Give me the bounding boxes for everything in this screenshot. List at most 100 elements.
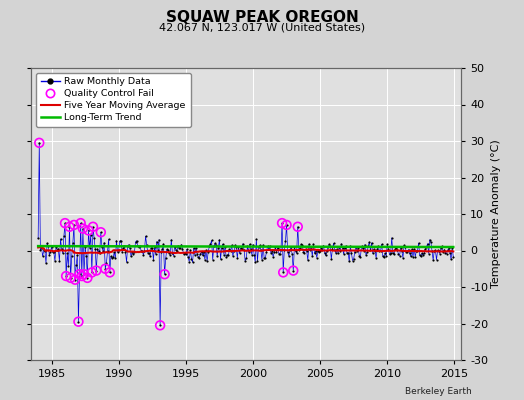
Point xyxy=(361,241,369,248)
Point xyxy=(83,275,92,281)
Point xyxy=(214,245,223,251)
Point xyxy=(235,250,244,256)
Point xyxy=(386,250,395,256)
Point xyxy=(147,245,155,251)
Point xyxy=(78,273,86,279)
Point xyxy=(217,244,226,251)
Point xyxy=(406,250,414,257)
Point xyxy=(445,245,453,252)
Point xyxy=(79,225,87,232)
Point xyxy=(337,240,346,247)
Point xyxy=(403,248,411,255)
Point xyxy=(200,249,208,255)
Point xyxy=(333,246,341,252)
Point xyxy=(187,255,195,262)
Point xyxy=(209,256,217,263)
Point xyxy=(141,233,150,239)
Point xyxy=(104,236,113,242)
Point xyxy=(381,250,389,257)
Point xyxy=(341,244,349,251)
Point xyxy=(363,249,372,256)
Point xyxy=(164,247,172,254)
Point xyxy=(176,245,184,252)
Point xyxy=(162,246,171,252)
Point xyxy=(267,250,275,256)
Point xyxy=(288,251,297,258)
Point xyxy=(80,271,88,278)
Point xyxy=(120,242,128,249)
Point xyxy=(308,253,316,260)
Point xyxy=(374,243,383,250)
Point xyxy=(366,247,375,254)
Point xyxy=(301,246,310,252)
Point xyxy=(276,250,284,257)
Point xyxy=(50,249,58,256)
Point xyxy=(401,244,409,250)
Point xyxy=(271,244,280,250)
Point xyxy=(66,224,74,230)
Point xyxy=(167,236,176,243)
Point xyxy=(439,249,447,256)
Point xyxy=(143,242,151,248)
Point xyxy=(125,242,133,248)
Point xyxy=(294,247,303,253)
Point xyxy=(84,227,93,234)
Point xyxy=(372,254,380,261)
Point xyxy=(96,229,105,236)
Point xyxy=(92,267,101,274)
Point xyxy=(35,140,43,146)
Point xyxy=(196,250,204,257)
Point xyxy=(112,238,121,244)
Point xyxy=(224,252,233,258)
Point xyxy=(265,246,273,252)
Point xyxy=(206,241,215,247)
Point xyxy=(262,249,270,256)
Point xyxy=(277,247,285,254)
Point xyxy=(296,245,304,252)
Point xyxy=(159,241,168,247)
Point xyxy=(425,236,434,243)
Point xyxy=(371,248,379,254)
Legend: Raw Monthly Data, Quality Control Fail, Five Year Moving Average, Long-Term Tren: Raw Monthly Data, Quality Control Fail, … xyxy=(36,73,191,127)
Point xyxy=(427,239,435,246)
Point xyxy=(260,255,268,262)
Point xyxy=(70,222,78,228)
Point xyxy=(432,257,441,263)
Point xyxy=(101,266,110,272)
Point xyxy=(108,255,116,262)
Point xyxy=(282,222,291,228)
Point xyxy=(212,242,220,248)
Point xyxy=(233,255,242,261)
Point xyxy=(145,250,153,257)
Point xyxy=(322,252,330,259)
Point xyxy=(279,269,287,276)
Point xyxy=(297,241,305,248)
Point xyxy=(124,243,132,250)
Point xyxy=(388,235,396,241)
Point xyxy=(103,248,112,254)
Point xyxy=(43,240,51,246)
Point xyxy=(201,256,209,263)
Point xyxy=(430,248,439,254)
Point xyxy=(379,253,387,259)
Point xyxy=(138,248,146,254)
Point xyxy=(326,243,334,250)
Point xyxy=(411,254,419,260)
Point xyxy=(166,251,174,258)
Point xyxy=(323,247,331,254)
Point xyxy=(57,236,65,242)
Point xyxy=(69,240,77,246)
Point xyxy=(373,246,381,252)
Point xyxy=(391,246,399,252)
Point xyxy=(256,242,264,248)
Text: SQUAW PEAK OREGON: SQUAW PEAK OREGON xyxy=(166,10,358,25)
Point xyxy=(128,248,136,255)
Point xyxy=(353,248,361,254)
Point xyxy=(62,273,70,279)
Point xyxy=(315,248,323,255)
Point xyxy=(51,258,59,264)
Point xyxy=(310,250,319,257)
Point xyxy=(402,248,410,255)
Text: Berkeley Earth: Berkeley Earth xyxy=(405,387,472,396)
Point xyxy=(281,238,290,244)
